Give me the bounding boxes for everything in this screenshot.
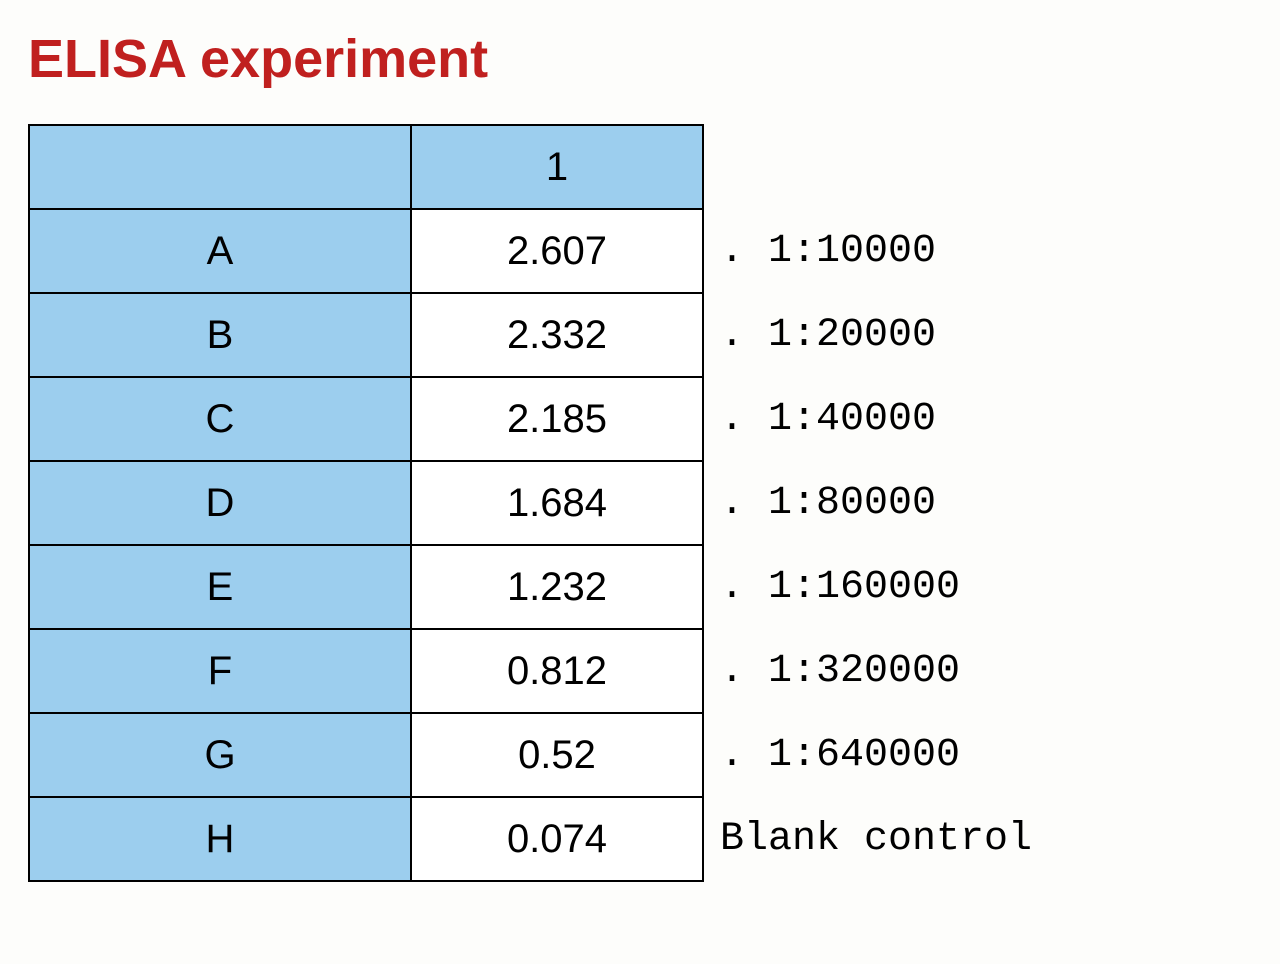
row-value: 2.332 — [411, 293, 703, 377]
table-row: B 2.332 — [29, 293, 703, 377]
row-value: 2.185 — [411, 377, 703, 461]
row-label: G — [29, 713, 411, 797]
table-header-row: 1 — [29, 125, 703, 209]
row-value: 0.074 — [411, 797, 703, 881]
annotation-line: . 1:40000 — [720, 378, 1032, 462]
annotation-line: . 1:640000 — [720, 714, 1032, 798]
page-title: ELISA experiment — [28, 28, 488, 90]
row-value: 0.52 — [411, 713, 703, 797]
row-value: 0.812 — [411, 629, 703, 713]
row-label: H — [29, 797, 411, 881]
dilution-annotations: . 1:10000 . 1:20000 . 1:40000 . 1:80000 … — [720, 210, 1032, 882]
row-label: D — [29, 461, 411, 545]
row-label: A — [29, 209, 411, 293]
annotation-line: . 1:10000 — [720, 210, 1032, 294]
row-label: B — [29, 293, 411, 377]
row-label: F — [29, 629, 411, 713]
table-row: C 2.185 — [29, 377, 703, 461]
header-cell-1: 1 — [411, 125, 703, 209]
annotation-line: . 1:320000 — [720, 630, 1032, 714]
table-row: F 0.812 — [29, 629, 703, 713]
annotation-line: . 1:160000 — [720, 546, 1032, 630]
row-label: C — [29, 377, 411, 461]
header-cell-blank — [29, 125, 411, 209]
table-row: D 1.684 — [29, 461, 703, 545]
annotation-line: Blank control — [720, 798, 1032, 882]
row-value: 1.684 — [411, 461, 703, 545]
annotation-line: . 1:20000 — [720, 294, 1032, 378]
row-label: E — [29, 545, 411, 629]
annotation-line: . 1:80000 — [720, 462, 1032, 546]
row-value: 2.607 — [411, 209, 703, 293]
row-value: 1.232 — [411, 545, 703, 629]
table-row: E 1.232 — [29, 545, 703, 629]
elisa-table: 1 A 2.607 B 2.332 C 2.185 D 1.684 E 1.23… — [28, 124, 704, 882]
table-row: H 0.074 — [29, 797, 703, 881]
table-row: A 2.607 — [29, 209, 703, 293]
table-row: G 0.52 — [29, 713, 703, 797]
